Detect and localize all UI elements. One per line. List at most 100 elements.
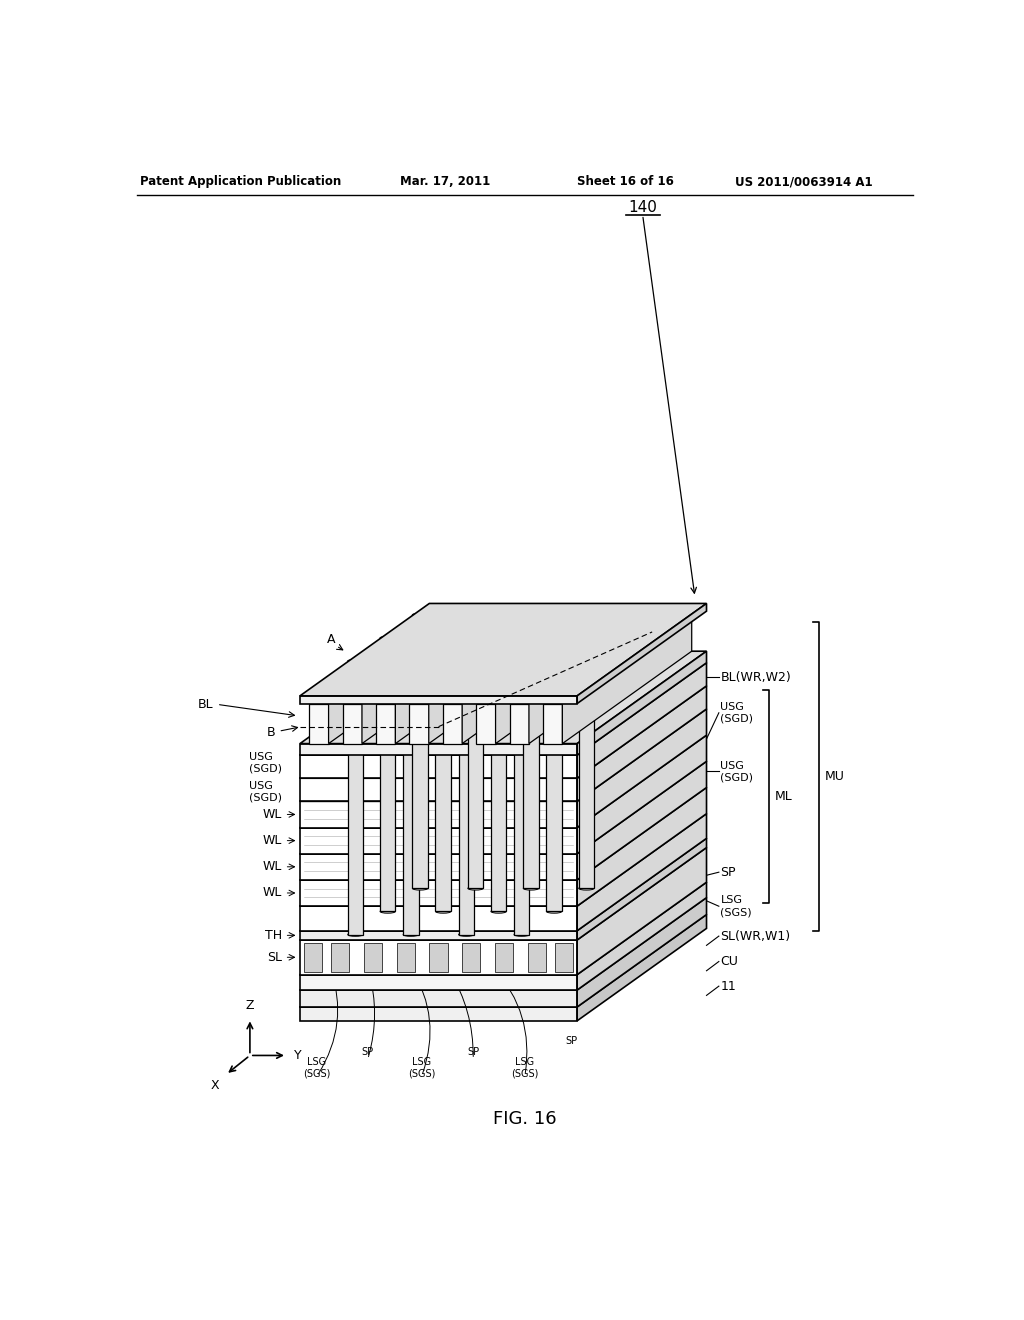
Text: USG
(SGD): USG (SGD) — [249, 752, 283, 774]
Text: X: X — [210, 1078, 219, 1092]
Polygon shape — [543, 611, 692, 704]
Polygon shape — [462, 611, 592, 743]
Polygon shape — [547, 638, 562, 911]
Ellipse shape — [579, 614, 594, 616]
Polygon shape — [300, 854, 578, 880]
Ellipse shape — [435, 636, 451, 640]
Polygon shape — [578, 735, 707, 854]
Polygon shape — [300, 813, 707, 906]
Text: USG
(SGD): USG (SGD) — [720, 760, 754, 783]
Polygon shape — [332, 942, 349, 972]
Text: BL: BL — [198, 698, 214, 711]
Polygon shape — [300, 828, 578, 854]
Polygon shape — [300, 940, 578, 974]
Text: FIG. 16: FIG. 16 — [493, 1110, 557, 1129]
Text: SL(WR,W1): SL(WR,W1) — [720, 929, 791, 942]
Ellipse shape — [348, 933, 364, 936]
Ellipse shape — [547, 909, 562, 913]
Polygon shape — [579, 615, 594, 888]
Polygon shape — [376, 704, 395, 743]
Polygon shape — [410, 704, 429, 743]
Text: USG
(SGD): USG (SGD) — [249, 781, 283, 803]
Polygon shape — [435, 638, 451, 911]
Text: B': B' — [654, 622, 667, 635]
Polygon shape — [300, 663, 707, 755]
Ellipse shape — [380, 636, 395, 640]
Text: LSG
(SGS): LSG (SGS) — [408, 1057, 435, 1078]
Polygon shape — [300, 735, 707, 828]
Polygon shape — [396, 942, 415, 972]
Text: MU: MU — [824, 770, 844, 783]
Text: 140: 140 — [628, 199, 657, 215]
Ellipse shape — [514, 660, 529, 663]
Polygon shape — [309, 611, 458, 704]
Polygon shape — [476, 704, 496, 743]
Polygon shape — [442, 704, 462, 743]
Polygon shape — [555, 942, 573, 972]
Polygon shape — [578, 762, 707, 880]
Polygon shape — [300, 906, 578, 931]
Polygon shape — [529, 611, 658, 743]
Ellipse shape — [403, 660, 419, 663]
Polygon shape — [300, 974, 578, 990]
Text: Mar. 17, 2011: Mar. 17, 2011 — [400, 176, 490, 187]
Polygon shape — [329, 611, 458, 743]
Polygon shape — [562, 611, 692, 743]
Polygon shape — [510, 704, 529, 743]
Polygon shape — [300, 788, 707, 880]
Polygon shape — [300, 651, 707, 743]
Polygon shape — [300, 990, 578, 1007]
Text: WL: WL — [263, 834, 283, 847]
Text: 11: 11 — [720, 979, 736, 993]
Text: A: A — [327, 632, 335, 645]
Polygon shape — [300, 847, 707, 940]
Polygon shape — [364, 942, 382, 972]
Polygon shape — [300, 686, 707, 779]
Ellipse shape — [435, 909, 451, 913]
Text: WL: WL — [263, 861, 283, 874]
Polygon shape — [300, 801, 578, 828]
Polygon shape — [496, 611, 625, 743]
Polygon shape — [578, 788, 707, 906]
Text: Z: Z — [246, 999, 254, 1012]
Polygon shape — [300, 838, 707, 931]
Ellipse shape — [514, 933, 529, 936]
Polygon shape — [578, 813, 707, 931]
Polygon shape — [309, 704, 329, 743]
Text: CU: CU — [720, 954, 738, 968]
Ellipse shape — [579, 887, 594, 890]
Polygon shape — [578, 686, 707, 801]
Polygon shape — [527, 942, 546, 972]
Text: Sheet 16 of 16: Sheet 16 of 16 — [578, 176, 674, 187]
Polygon shape — [343, 704, 361, 743]
Polygon shape — [578, 651, 707, 755]
Text: ML: ML — [774, 791, 792, 804]
Polygon shape — [514, 661, 529, 935]
Ellipse shape — [413, 614, 428, 616]
Polygon shape — [300, 1007, 578, 1020]
Polygon shape — [300, 779, 578, 801]
Text: Patent Application Publication: Patent Application Publication — [140, 176, 341, 187]
Polygon shape — [442, 611, 592, 704]
Polygon shape — [578, 898, 707, 1007]
Text: SP: SP — [467, 1047, 479, 1057]
Ellipse shape — [380, 909, 395, 913]
Text: LSG
(SGS): LSG (SGS) — [511, 1057, 539, 1078]
Text: LSG
(SGS): LSG (SGS) — [720, 895, 752, 917]
Polygon shape — [300, 898, 707, 990]
Polygon shape — [578, 838, 707, 940]
Polygon shape — [300, 696, 578, 704]
Text: Y: Y — [294, 1049, 301, 1063]
Ellipse shape — [468, 614, 483, 616]
Polygon shape — [578, 709, 707, 828]
Text: TH: TH — [265, 929, 283, 942]
Polygon shape — [495, 942, 513, 972]
Polygon shape — [343, 611, 492, 704]
Ellipse shape — [523, 614, 539, 616]
Ellipse shape — [459, 933, 474, 936]
Polygon shape — [348, 661, 364, 935]
Text: US 2011/0063914 A1: US 2011/0063914 A1 — [735, 176, 872, 187]
Polygon shape — [459, 661, 474, 935]
Polygon shape — [361, 611, 492, 743]
Text: USG
(SGD): USG (SGD) — [720, 702, 754, 723]
